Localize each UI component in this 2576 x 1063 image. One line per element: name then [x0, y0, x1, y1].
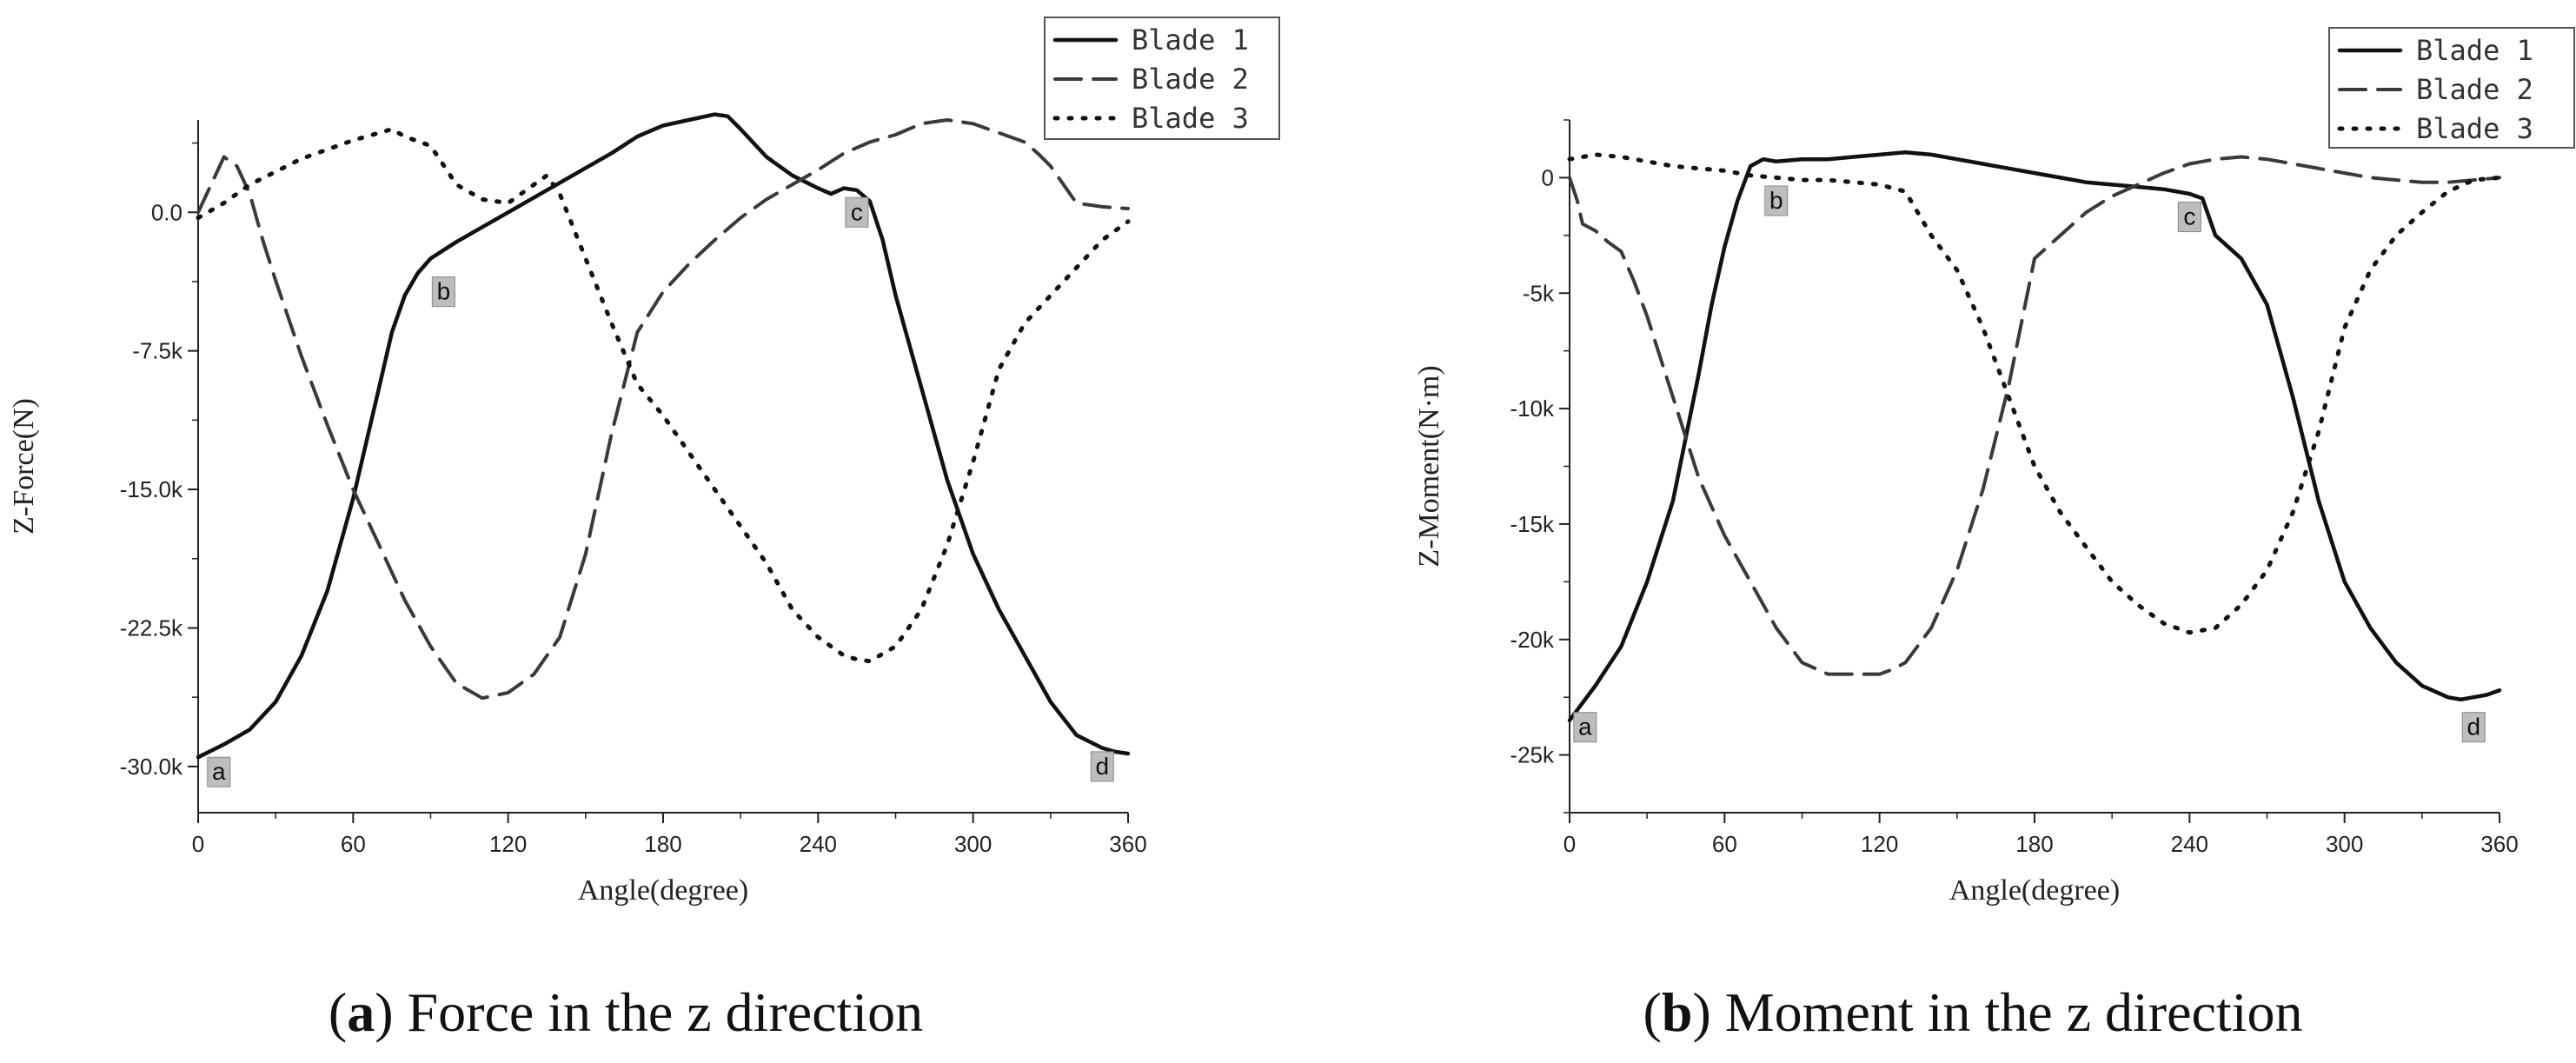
- series-line-blade-3: [1567, 152, 2502, 635]
- legend-label-blade-2: Blade 2: [2416, 73, 2533, 106]
- legend-label-blade-2: Blade 2: [1132, 63, 1249, 96]
- y-axis-label: Z-Force(N): [8, 398, 40, 535]
- y-tick-label: -22.5k: [120, 615, 183, 641]
- annotation-label-a: a: [212, 758, 226, 785]
- caption-b: (b) Moment in the z direction: [1643, 981, 2303, 1043]
- x-tick-label: 0: [1564, 831, 1576, 857]
- caption-a-text: Force in the z direction: [407, 981, 924, 1043]
- legend-label-blade-1: Blade 1: [2416, 34, 2533, 67]
- chart-a: 0 60 120 180 240 300 360 0.0 -7.5k -15.0k -22.5k -3…: [8, 17, 1280, 907]
- x-tick-label: 120: [1861, 831, 1898, 857]
- x-tick-label: 360: [2480, 831, 2518, 857]
- y-axis-label: Z-Moment(N·m): [1413, 365, 1445, 567]
- annotation-label-a: a: [1578, 714, 1592, 741]
- annotation-box-d: [2461, 712, 2486, 743]
- series-line-blade-1: [1567, 149, 2502, 722]
- caption-b-text: Moment in the z direction: [1724, 981, 2303, 1043]
- x-tick-label: 240: [800, 831, 837, 857]
- caption-a-letter: a: [347, 981, 375, 1043]
- x-axis-label: Angle(degree): [578, 874, 748, 907]
- y-tick-label: -30.0k: [120, 754, 183, 780]
- x-tick-label: 180: [2015, 831, 2053, 857]
- x-tick-label: 60: [341, 831, 366, 857]
- chart-b: 0 60 120 180 240 300 360 0 -5k -10k -15k -20k -25k An…: [1413, 27, 2575, 907]
- caption-a: (a) Force in the z direction: [328, 981, 924, 1043]
- y-tick-label: -7.5k: [132, 338, 183, 364]
- y-tick-label: -15k: [1510, 511, 1555, 537]
- annotation-box-a: [1573, 712, 1597, 743]
- x-tick-label: 240: [2171, 831, 2208, 857]
- y-tick-label: -25k: [1510, 742, 1555, 768]
- y-tick-label: 0.0: [151, 199, 183, 225]
- series-line-blade-2: [1568, 155, 2501, 676]
- legend-label-blade-3: Blade 3: [2416, 112, 2533, 145]
- x-tick-label: 360: [1109, 831, 1146, 857]
- annotation-label-c: c: [2183, 203, 2195, 230]
- series-line-blade-2: [196, 118, 1130, 701]
- annotation-box-c: [845, 196, 869, 228]
- legend-label-blade-3: Blade 3: [1132, 102, 1249, 135]
- annotation-box-a: [207, 756, 231, 787]
- annotation-box-b: [431, 276, 455, 308]
- y-tick-label: 0: [1542, 164, 1554, 190]
- legend: Blade 1 Blade 2 Blade 3: [1044, 17, 1280, 140]
- y-tick-label: -10k: [1510, 395, 1555, 422]
- caption-b-letter: b: [1661, 981, 1693, 1043]
- annotation-box-d: [1090, 751, 1114, 782]
- x-tick-label: 0: [192, 831, 204, 857]
- annotation-label-d: d: [2466, 714, 2480, 741]
- y-tick-label: -20k: [1510, 627, 1555, 653]
- x-tick-label: 180: [644, 831, 681, 857]
- legend: Blade 1 Blade 2 Blade 3: [2328, 27, 2575, 149]
- x-tick-label: 300: [2326, 831, 2363, 857]
- annotation-label-b: b: [437, 278, 451, 305]
- y-tick-label: -5k: [1523, 280, 1555, 306]
- x-tick-label: 120: [489, 831, 527, 857]
- series-line-blade-3: [196, 127, 1131, 664]
- annotation-label-c: c: [851, 198, 863, 225]
- annotation-label-d: d: [1095, 753, 1109, 780]
- annotation-box-b: [1764, 185, 1789, 216]
- annotation-box-c: [2177, 202, 2201, 233]
- annotation-label-b: b: [1769, 187, 1783, 214]
- series-line-blade-1: [196, 112, 1131, 760]
- legend-label-blade-1: Blade 1: [1132, 23, 1249, 56]
- y-tick-label: -15.0k: [120, 476, 183, 502]
- x-axis-label: Angle(degree): [1949, 874, 2120, 907]
- x-tick-label: 300: [954, 831, 992, 857]
- x-tick-label: 60: [1712, 831, 1737, 857]
